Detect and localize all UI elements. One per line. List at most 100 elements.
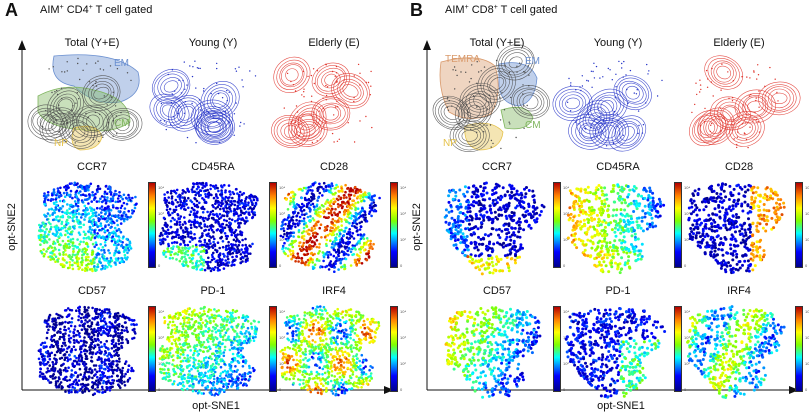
cell-dot — [206, 330, 210, 334]
cell-dot — [72, 247, 75, 251]
cell-dot — [72, 210, 75, 214]
cell-dot — [105, 257, 109, 260]
cell-dot — [60, 387, 63, 390]
cell-dot — [324, 253, 328, 256]
cell-dot — [48, 109, 50, 111]
tsne-plot: PD-1 10⁴ 10³ 10² 0 — [155, 284, 285, 402]
cell-dot — [59, 215, 62, 219]
cell-dot — [84, 319, 87, 322]
cell-dot — [312, 224, 316, 228]
cell-dot — [316, 391, 320, 395]
cell-dot — [54, 206, 58, 209]
cell-dot — [47, 316, 51, 320]
cell-dot — [94, 269, 97, 272]
cell-dot — [61, 333, 65, 336]
cell-dot — [39, 243, 42, 246]
cell-dot — [329, 209, 333, 212]
density-contour — [111, 114, 134, 135]
cell-dot — [167, 211, 170, 215]
cell-dot — [62, 123, 65, 125]
cell-dot — [177, 233, 180, 237]
cell-dot — [288, 220, 292, 224]
cell-dot — [207, 194, 210, 198]
cell-dot — [89, 216, 92, 219]
cell-dot — [336, 140, 339, 142]
cell-dot — [212, 377, 216, 381]
cell-dot — [71, 225, 75, 229]
cell-dot — [282, 227, 285, 230]
cell-dot — [85, 207, 89, 210]
cell-dot — [125, 338, 128, 341]
cell-dot — [196, 391, 200, 395]
cell-dot — [40, 355, 44, 359]
cell-dot — [227, 373, 231, 376]
cell-dot — [203, 268, 207, 272]
cell-dot — [230, 228, 234, 231]
cell-dot — [210, 267, 214, 271]
cell-dot — [103, 190, 107, 194]
tsne-scatter — [158, 181, 259, 273]
cell-dot — [44, 215, 47, 218]
cell-dot — [104, 184, 108, 188]
cell-dot — [216, 344, 220, 347]
cell-dot — [106, 196, 109, 199]
plot-label: CD45RA — [191, 161, 235, 173]
cell-dot — [104, 244, 107, 247]
cell-dot — [241, 365, 245, 368]
cell-dot — [205, 242, 209, 246]
cell-dot — [283, 218, 286, 221]
cell-dot — [340, 220, 343, 223]
cell-dot — [213, 354, 217, 357]
cell-dot — [64, 253, 68, 256]
cell-dot — [183, 343, 187, 346]
cell-dot — [195, 268, 198, 271]
cell-dot — [199, 376, 203, 380]
cell-dot — [229, 200, 232, 204]
cell-dot — [239, 209, 243, 212]
cell-dot — [215, 337, 219, 341]
cell-dot — [72, 215, 75, 218]
cell-dot — [230, 325, 234, 329]
cell-dot — [290, 80, 292, 83]
cell-dot — [119, 230, 123, 234]
cell-dot — [53, 370, 56, 373]
cell-dot — [115, 206, 118, 210]
cell-dot — [71, 196, 74, 200]
cell-dot — [107, 308, 111, 311]
cell-dot — [290, 216, 293, 220]
cell-dot — [235, 370, 238, 373]
cell-dot — [174, 342, 178, 345]
cell-dot — [178, 197, 182, 200]
cell-dot — [204, 195, 208, 198]
cell-dot — [232, 199, 236, 203]
cell-dot — [184, 191, 187, 194]
cell-dot — [319, 223, 323, 226]
cell-dot — [226, 89, 228, 92]
cell-dot — [236, 386, 240, 389]
cell-dot — [177, 375, 181, 378]
cell-dot — [83, 305, 86, 309]
cell-dot — [105, 220, 109, 223]
cell-dot — [100, 333, 103, 337]
cell-dot — [214, 349, 218, 353]
cell-dot — [248, 366, 251, 370]
cell-dot — [177, 330, 180, 334]
cell-dot — [181, 310, 185, 313]
cell-dot — [356, 188, 359, 191]
cell-dot — [193, 344, 197, 347]
colorbar-tick-label: 10² — [400, 237, 406, 242]
cell-dot — [203, 223, 207, 226]
cell-dot — [193, 225, 197, 228]
cell-dot — [163, 321, 166, 325]
cell-dot — [241, 79, 243, 81]
cell-dot — [222, 354, 226, 358]
cell-dot — [94, 82, 97, 85]
cell-dot — [65, 261, 68, 264]
cell-dot — [283, 232, 286, 236]
cell-dot — [363, 210, 367, 213]
cell-dot — [182, 264, 185, 267]
cell-dot — [107, 249, 110, 252]
cell-dot — [315, 257, 319, 261]
cell-dot — [240, 346, 244, 350]
